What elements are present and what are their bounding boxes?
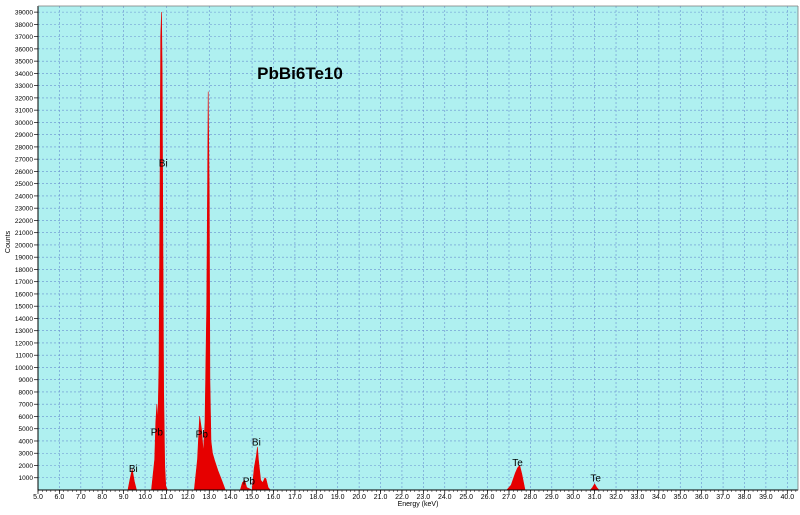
y-tick-label: 11000 <box>15 353 33 360</box>
y-tick-label: 15000 <box>15 304 33 311</box>
y-tick-label: 18000 <box>15 267 33 274</box>
x-tick-label: 7.0 <box>76 494 86 501</box>
x-tick-label: 18.0 <box>309 494 323 501</box>
y-tick-label: 24000 <box>15 193 33 200</box>
x-tick-label: 22.0 <box>395 494 409 501</box>
y-axis-label: Counts <box>5 230 12 253</box>
x-tick-label: 40.0 <box>780 494 794 501</box>
x-tick-label: 20.0 <box>352 494 366 501</box>
axis-layer: 5.0 6.0 7.0 8.0 9.0 10.0 11.0 12.0 13.0 14.0 15.0 1… <box>15 5 799 501</box>
x-tick-label: 36.0 <box>695 494 709 501</box>
y-tick-label: 7000 <box>19 402 34 409</box>
peak-label: Bi <box>252 437 261 448</box>
y-tick-label: 5000 <box>19 426 34 433</box>
x-tick-label: 33.0 <box>631 494 645 501</box>
series-layer <box>37 11 799 491</box>
y-tick-label: 38000 <box>15 22 33 29</box>
x-tick-label: 39.0 <box>759 494 773 501</box>
y-tick-label: 4000 <box>19 438 34 445</box>
x-axis-label: Energy (keV) <box>398 501 439 508</box>
y-tick-label: 1000 <box>19 475 34 482</box>
peak-label: Pb <box>151 427 164 438</box>
y-tick-label: 16000 <box>15 291 33 298</box>
y-tick-label: 12000 <box>15 340 33 347</box>
x-tick-label: 34.0 <box>652 494 666 501</box>
peak-label: Te <box>512 458 523 469</box>
x-tick-label: 38.0 <box>738 494 752 501</box>
x-tick-label: 8.0 <box>97 494 107 501</box>
peak-label: Pb <box>243 476 256 487</box>
x-tick-label: 9.0 <box>119 494 129 501</box>
x-tick-label: 17.0 <box>288 494 302 501</box>
y-tick-label: 10000 <box>15 365 33 372</box>
x-tick-label: 26.0 <box>481 494 495 501</box>
y-tick-label: 25000 <box>15 181 33 188</box>
y-tick-label: 39000 <box>15 10 33 17</box>
x-tick-label: 29.0 <box>545 494 559 501</box>
x-tick-label: 25.0 <box>459 494 473 501</box>
y-tick-label: 36000 <box>15 46 33 53</box>
y-tick-label: 3000 <box>19 451 34 458</box>
y-tick-label: 23000 <box>15 206 33 213</box>
y-tick-label: 31000 <box>15 108 33 115</box>
x-tick-label: 24.0 <box>438 494 452 501</box>
y-tick-label: 19000 <box>15 255 33 262</box>
peak-label: Bi <box>159 159 168 170</box>
y-tick-label: 28000 <box>15 144 33 151</box>
peak-label: Te <box>590 473 601 484</box>
x-tick-label: 21.0 <box>374 494 388 501</box>
x-tick-label: 35.0 <box>673 494 687 501</box>
y-tick-label: 14000 <box>15 316 33 323</box>
y-tick-label: 35000 <box>15 59 33 66</box>
x-tick-label: 27.0 <box>502 494 516 501</box>
x-tick-label: 15.0 <box>245 494 259 501</box>
chart-title: PbBi6Te10 <box>257 64 343 83</box>
y-tick-label: 27000 <box>15 157 33 164</box>
y-tick-label: 8000 <box>19 389 34 396</box>
x-tick-label: 16.0 <box>267 494 281 501</box>
y-tick-label: 13000 <box>15 328 33 335</box>
y-tick-label: 30000 <box>15 120 33 127</box>
x-tick-label: 11.0 <box>160 494 173 501</box>
y-tick-label: 34000 <box>15 71 33 78</box>
y-tick-label: 20000 <box>15 242 33 249</box>
x-tick-label: 10.0 <box>138 494 152 501</box>
x-tick-label: 13.0 <box>202 494 216 501</box>
y-tick-label: 9000 <box>19 377 34 384</box>
x-tick-label: 5.0 <box>33 494 43 501</box>
y-tick-label: 17000 <box>15 279 33 286</box>
x-tick-label: 6.0 <box>55 494 65 501</box>
x-tick-label: 14.0 <box>224 494 238 501</box>
x-tick-label: 31.0 <box>588 494 602 501</box>
x-tick-label: 28.0 <box>524 494 538 501</box>
y-tick-label: 6000 <box>19 414 34 421</box>
grid-layer <box>37 6 798 490</box>
y-tick-label: 21000 <box>15 230 33 237</box>
x-tick-label: 12.0 <box>181 494 195 501</box>
annotation-layer: Bi Bi Pb Pb Bi Pb Te Te <box>129 159 602 488</box>
y-tick-label: 32000 <box>15 95 33 102</box>
y-tick-label: 22000 <box>15 218 33 225</box>
x-tick-label: 37.0 <box>716 494 730 501</box>
plot-area <box>38 6 798 490</box>
x-tick-label: 32.0 <box>609 494 623 501</box>
y-tick-label: 29000 <box>15 132 33 139</box>
x-tick-label: 30.0 <box>566 494 580 501</box>
y-tick-label: 33000 <box>15 83 33 90</box>
y-tick-label: 2000 <box>19 463 34 470</box>
x-tick-label: 19.0 <box>331 494 345 501</box>
peak-label: Bi <box>129 464 138 475</box>
y-tick-label: 37000 <box>15 34 33 41</box>
spectrum-series <box>37 11 799 491</box>
y-tick-label: 26000 <box>15 169 33 176</box>
peak-label: Pb <box>196 429 209 440</box>
x-tick-label: 23.0 <box>417 494 431 501</box>
